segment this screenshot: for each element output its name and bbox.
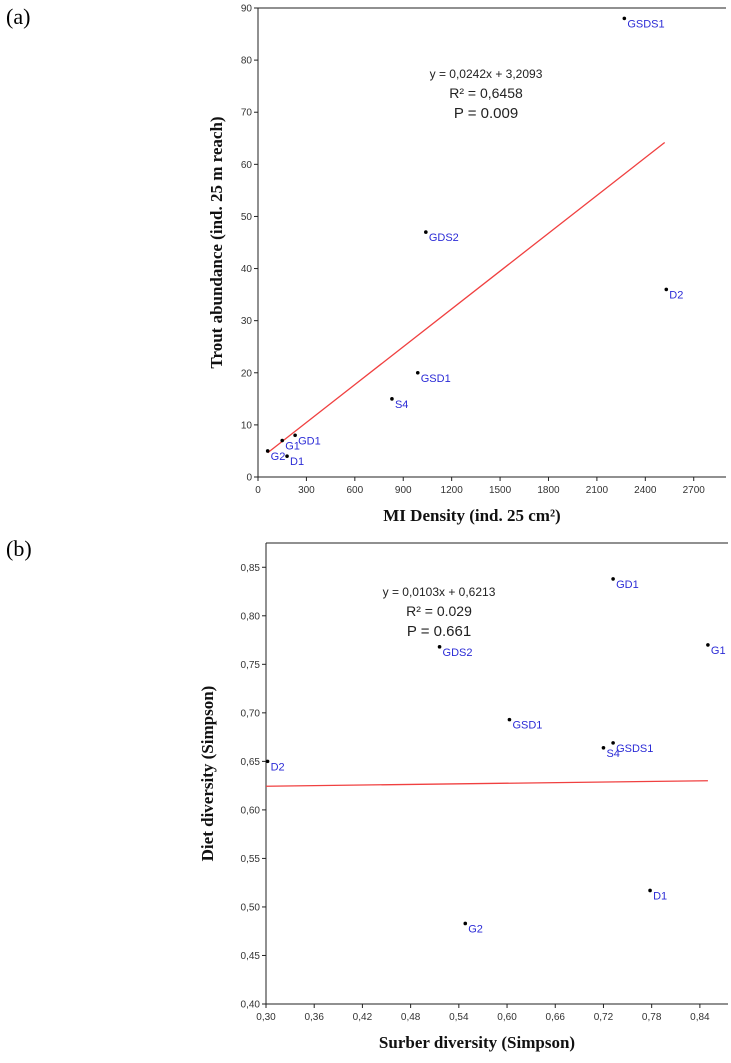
x-tick-label: 1500 — [489, 485, 512, 496]
panel-label-b: (b) — [6, 536, 32, 561]
x-tick-label: 1200 — [441, 485, 464, 496]
y-tick-label: 0,45 — [241, 951, 261, 962]
point-label-d1: D1 — [653, 890, 667, 902]
point-label-g1: G1 — [711, 645, 726, 657]
point-label-d1: D1 — [290, 456, 304, 468]
y-tick-label: 0,70 — [241, 708, 261, 719]
point-label-d2: D2 — [669, 289, 683, 301]
data-point-s4 — [601, 745, 606, 750]
x-axis-title: Surber diversity (Simpson) — [379, 1033, 575, 1052]
data-point-d1 — [285, 454, 289, 458]
x-tick-label: 0,54 — [449, 1012, 469, 1023]
data-point-gds2 — [437, 645, 442, 649]
regression-equation: y = 0,0242x + 3,2093 — [430, 67, 543, 81]
y-tick-label: 90 — [241, 4, 253, 15]
y-tick-label: 0,80 — [241, 611, 261, 622]
x-tick-label: 0 — [255, 485, 261, 496]
point-label-gd1: GD1 — [616, 579, 639, 591]
x-tick-label: 2100 — [586, 485, 609, 496]
y-tick-label: 0,55 — [241, 854, 261, 865]
data-point-g2 — [463, 921, 468, 926]
x-tick-label: 0,48 — [401, 1012, 421, 1023]
x-tick-label: 600 — [346, 485, 363, 496]
point-label-s4: S4 — [395, 399, 408, 411]
data-point-gd1 — [611, 577, 615, 581]
y-tick-label: 0,40 — [241, 1000, 261, 1011]
r-squared-value: R² = 0.029 — [406, 603, 472, 619]
x-tick-label: 900 — [395, 485, 412, 496]
x-tick-label: 1800 — [537, 485, 560, 496]
y-tick-label: 20 — [241, 368, 253, 379]
x-tick-label: 0,42 — [353, 1012, 373, 1023]
x-tick-label: 0,66 — [546, 1012, 566, 1023]
x-tick-label: 0,78 — [642, 1012, 662, 1023]
scatter-chart-b: 0,30 0,36 0,42 0,48 0,54 0,60 0,66 0,72 0,78 0,84… — [198, 542, 728, 1052]
y-tick-label: 0,60 — [241, 805, 261, 816]
data-point-s4 — [390, 397, 394, 401]
x-tick-label: 0,30 — [256, 1012, 276, 1023]
data-point-d2 — [664, 287, 669, 292]
point-label-g2: G2 — [468, 923, 483, 935]
y-tick-label: 10 — [241, 420, 253, 431]
y-tick-label: 0,65 — [241, 757, 261, 768]
data-point-gsd1 — [507, 717, 512, 722]
x-tick-label: 2400 — [634, 485, 657, 496]
data-point-gsd1 — [415, 370, 420, 375]
point-label-s4: S4 — [606, 748, 619, 760]
y-tick-label: 50 — [241, 212, 253, 223]
x-axis-title: MI Density (ind. 25 cm²) — [383, 506, 560, 525]
point-label-gsds1: GSDS1 — [627, 18, 664, 30]
regression-equation: y = 0,0103x + 0,6213 — [383, 585, 496, 599]
y-tick-label: 0,75 — [241, 660, 261, 671]
point-label-g1: G1 — [285, 441, 300, 453]
data-point-gsds1 — [611, 741, 615, 745]
y-axis-title: Diet diversity (Simpson) — [198, 686, 217, 862]
x-tick-label: 0,60 — [497, 1012, 517, 1023]
point-label-gsds1: GSDS1 — [616, 743, 653, 755]
y-tick-label: 60 — [241, 160, 253, 171]
data-point-g1 — [280, 438, 285, 443]
y-tick-label: 0,85 — [241, 563, 261, 574]
x-tick-label: 0,84 — [690, 1012, 710, 1023]
y-tick-label: 40 — [241, 264, 253, 275]
trendline — [267, 141, 666, 454]
point-label-g2: G2 — [271, 451, 286, 463]
y-tick-label: 0,50 — [241, 902, 261, 913]
data-point-g1 — [706, 643, 710, 647]
point-label-gsd1: GSD1 — [421, 373, 451, 385]
r-squared-value: R² = 0,6458 — [449, 85, 523, 101]
data-point-g2 — [265, 449, 270, 453]
point-label-d2: D2 — [271, 761, 285, 773]
data-point-d1 — [648, 888, 652, 893]
panel-label-a: (a) — [6, 4, 31, 29]
data-point-gds2 — [424, 230, 428, 234]
x-tick-label: 0,72 — [594, 1012, 614, 1023]
data-point-gd1 — [293, 433, 297, 438]
y-tick-label: 70 — [241, 108, 253, 119]
data-point-gsds1 — [622, 16, 627, 21]
y-tick-label: 0 — [246, 473, 252, 484]
y-tick-label: 30 — [241, 316, 253, 327]
scatter-chart-a: 0 300 600 900 1200 1500 1800 2100 2400 2700 0 10 20 3… — [207, 4, 726, 525]
y-tick-label: 80 — [241, 56, 253, 67]
point-label-gd1: GD1 — [298, 435, 321, 447]
p-value: P = 0.009 — [454, 105, 518, 122]
x-tick-label: 300 — [298, 485, 315, 496]
p-value: P = 0.661 — [407, 623, 471, 640]
point-label-gds2: GDS2 — [443, 647, 473, 659]
point-label-gds2: GDS2 — [429, 232, 459, 244]
x-tick-label: 2700 — [683, 485, 706, 496]
point-label-gsd1: GSD1 — [512, 720, 542, 732]
trendline — [265, 780, 708, 787]
x-tick-label: 0,36 — [304, 1012, 324, 1023]
y-axis-title: Trout abundance (ind. 25 m reach) — [207, 116, 226, 368]
data-point-d2 — [265, 759, 270, 764]
